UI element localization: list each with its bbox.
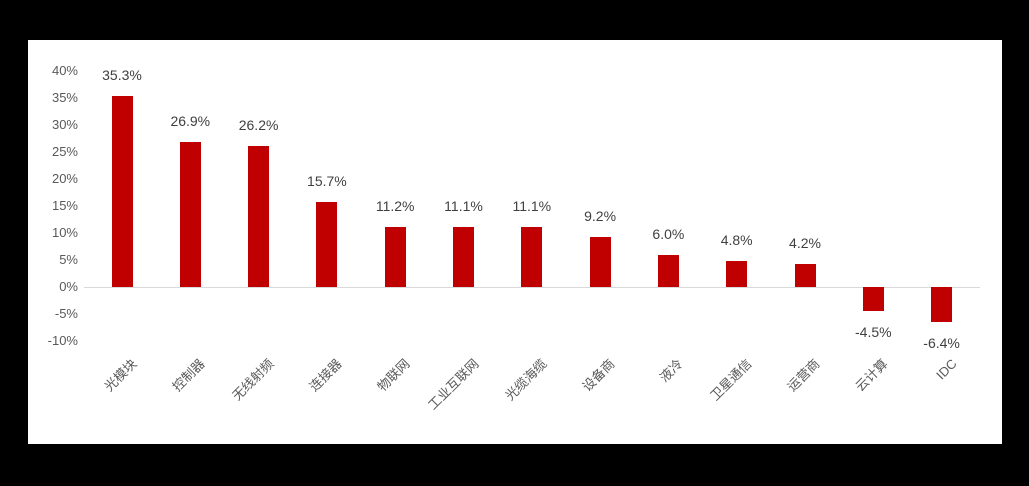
y-axis-tick-label: 40%: [51, 63, 78, 78]
chart-panel: 40% 35% 30% 25% 20% 15% 10% 5% 0% -5% -10% 35.3% 光模块…: [28, 40, 1002, 444]
bar-value-label: 9.2%: [584, 208, 617, 225]
y-axis-tick-label: 30%: [51, 117, 78, 132]
bar: [384, 226, 406, 287]
y-axis-tick-label: 5%: [59, 252, 78, 267]
bar-value-label: 11.1%: [512, 198, 552, 215]
y-axis-tick-label: 15%: [51, 198, 78, 213]
bar-value-label: -4.5%: [855, 324, 892, 341]
bar-value-label: 4.2%: [789, 235, 821, 252]
bar-value-label: 26.9%: [170, 112, 211, 129]
y-axis-tick-label: -5%: [54, 306, 78, 321]
y-axis-tick-label: -10%: [47, 333, 78, 348]
bar: [316, 202, 338, 287]
y-axis-tick-label: 0%: [59, 279, 78, 294]
x-axis-category-label: 光模块: [101, 356, 140, 395]
bar: [657, 254, 679, 287]
bar: [589, 237, 611, 287]
bar: [248, 145, 270, 287]
x-axis-zero-line: [84, 286, 980, 288]
bar-value-label: 11.1%: [444, 198, 483, 215]
bar-value-label: 6.0%: [652, 225, 685, 242]
bar-value-label: 35.3%: [102, 67, 142, 84]
bar: [521, 227, 543, 287]
bar-value-label: 11.2%: [375, 197, 415, 214]
bar-value-label: 15.7%: [307, 173, 347, 190]
bar: [111, 96, 133, 287]
y-axis-tick-label: 25%: [51, 144, 78, 159]
bar: [794, 264, 816, 287]
bar: [862, 287, 884, 312]
bar-chart: 40% 35% 30% 25% 20% 15% 10% 5% 0% -5% -10% 35.3% 光模块…: [28, 40, 1002, 444]
bar: [179, 141, 201, 287]
bar-value-label: 4.8%: [720, 232, 753, 249]
y-axis-tick-label: 10%: [51, 225, 78, 240]
bar-value-label: 26.2%: [238, 116, 279, 133]
y-axis-tick-label: 20%: [51, 171, 78, 186]
bar-value-label: -6.4%: [923, 334, 960, 351]
bar: [726, 261, 748, 287]
y-axis-tick-label: 35%: [51, 90, 78, 105]
bar: [931, 287, 953, 322]
bar: [453, 227, 474, 287]
